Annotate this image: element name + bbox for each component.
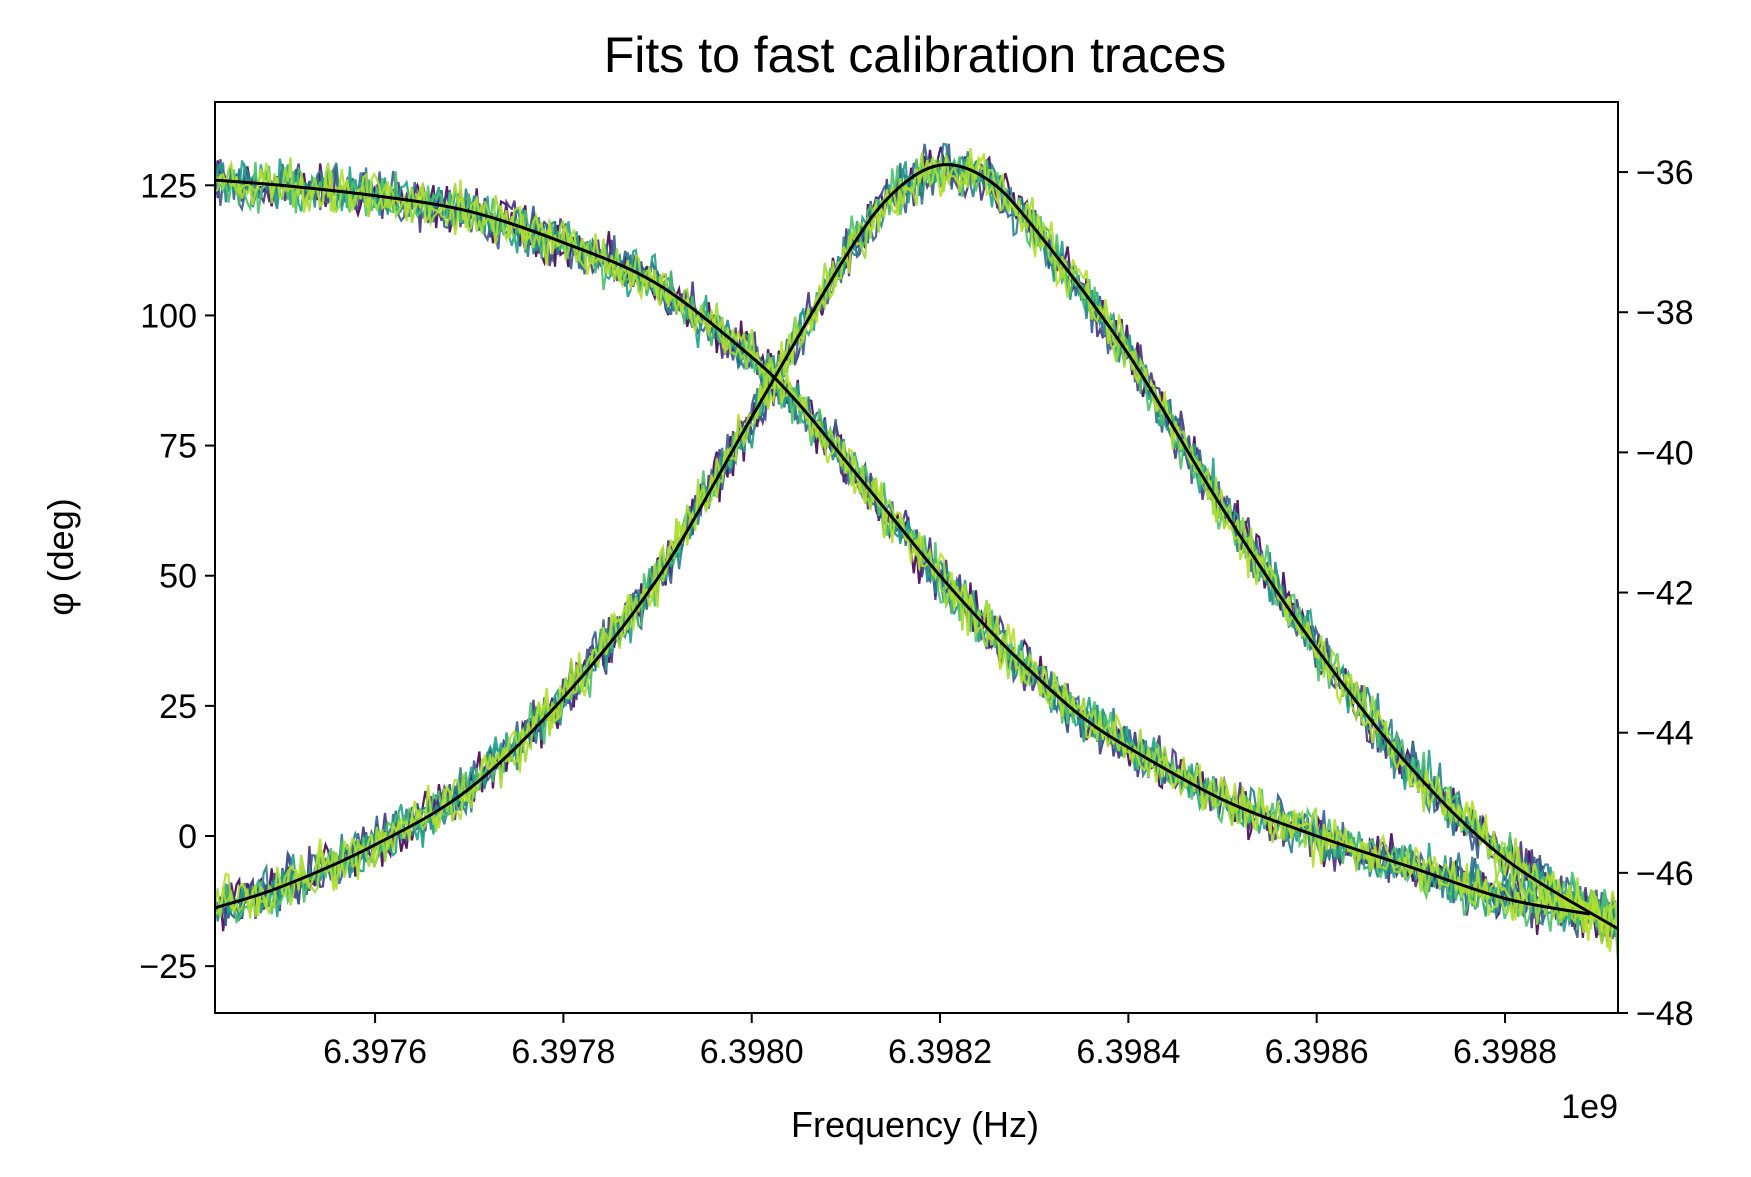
y2-tick-label: −48 bbox=[1636, 995, 1694, 1033]
magnitude-fit-line bbox=[215, 163, 1618, 931]
y-tick-label: 50 bbox=[159, 558, 197, 596]
trace-magnitude-8 bbox=[215, 148, 1618, 952]
y2-tick-label: −36 bbox=[1636, 154, 1694, 192]
y-tick-label: 75 bbox=[159, 428, 197, 466]
x-tick-label: 6.3984 bbox=[1076, 1033, 1180, 1071]
y-tick-label: 0 bbox=[178, 818, 197, 856]
y-tick-label: 100 bbox=[140, 297, 197, 335]
y-axis-left: −25 0 25 50 75 100 125 bbox=[139, 167, 215, 986]
chart-title: Fits to fast calibration traces bbox=[604, 27, 1226, 83]
y2-tick-label: −38 bbox=[1636, 294, 1694, 332]
y-tick-label: 125 bbox=[140, 167, 197, 205]
y2-tick-label: −42 bbox=[1636, 575, 1694, 613]
x-tick-label: 6.3976 bbox=[323, 1033, 427, 1071]
x-axis-label: Frequency (Hz) bbox=[791, 1104, 1039, 1145]
y-tick-label: −25 bbox=[139, 948, 197, 986]
fits-layer bbox=[215, 163, 1618, 931]
trace-magnitude-7 bbox=[215, 152, 1618, 945]
phase-fit-line bbox=[215, 178, 1591, 916]
y2-tick-label: −40 bbox=[1636, 434, 1694, 472]
plot-frame bbox=[214, 101, 1619, 1014]
x-tick-label: 6.3980 bbox=[700, 1033, 804, 1071]
y-axis-label: φ (deg) bbox=[40, 498, 81, 615]
y-axis-right: −48 −46 −44 −42 −40 −38 −36 bbox=[1618, 154, 1694, 1033]
x-tick-label: 6.3978 bbox=[511, 1033, 615, 1071]
y2-tick-label: −46 bbox=[1636, 855, 1694, 893]
traces-layer bbox=[215, 142, 1618, 962]
x-tick-label: 6.3988 bbox=[1453, 1033, 1557, 1071]
y-tick-label: 25 bbox=[159, 688, 197, 726]
x-tick-label: 6.3982 bbox=[888, 1033, 992, 1071]
x-tick-label: 6.3986 bbox=[1265, 1033, 1369, 1071]
trace-phase-7 bbox=[215, 157, 1618, 934]
x-axis-offset-label: 1e9 bbox=[1561, 1088, 1618, 1126]
x-axis: 6.3976 6.3978 6.3980 6.3982 6.3984 6.3986 6.39… bbox=[323, 1013, 1557, 1071]
y2-tick-label: −44 bbox=[1636, 715, 1694, 753]
